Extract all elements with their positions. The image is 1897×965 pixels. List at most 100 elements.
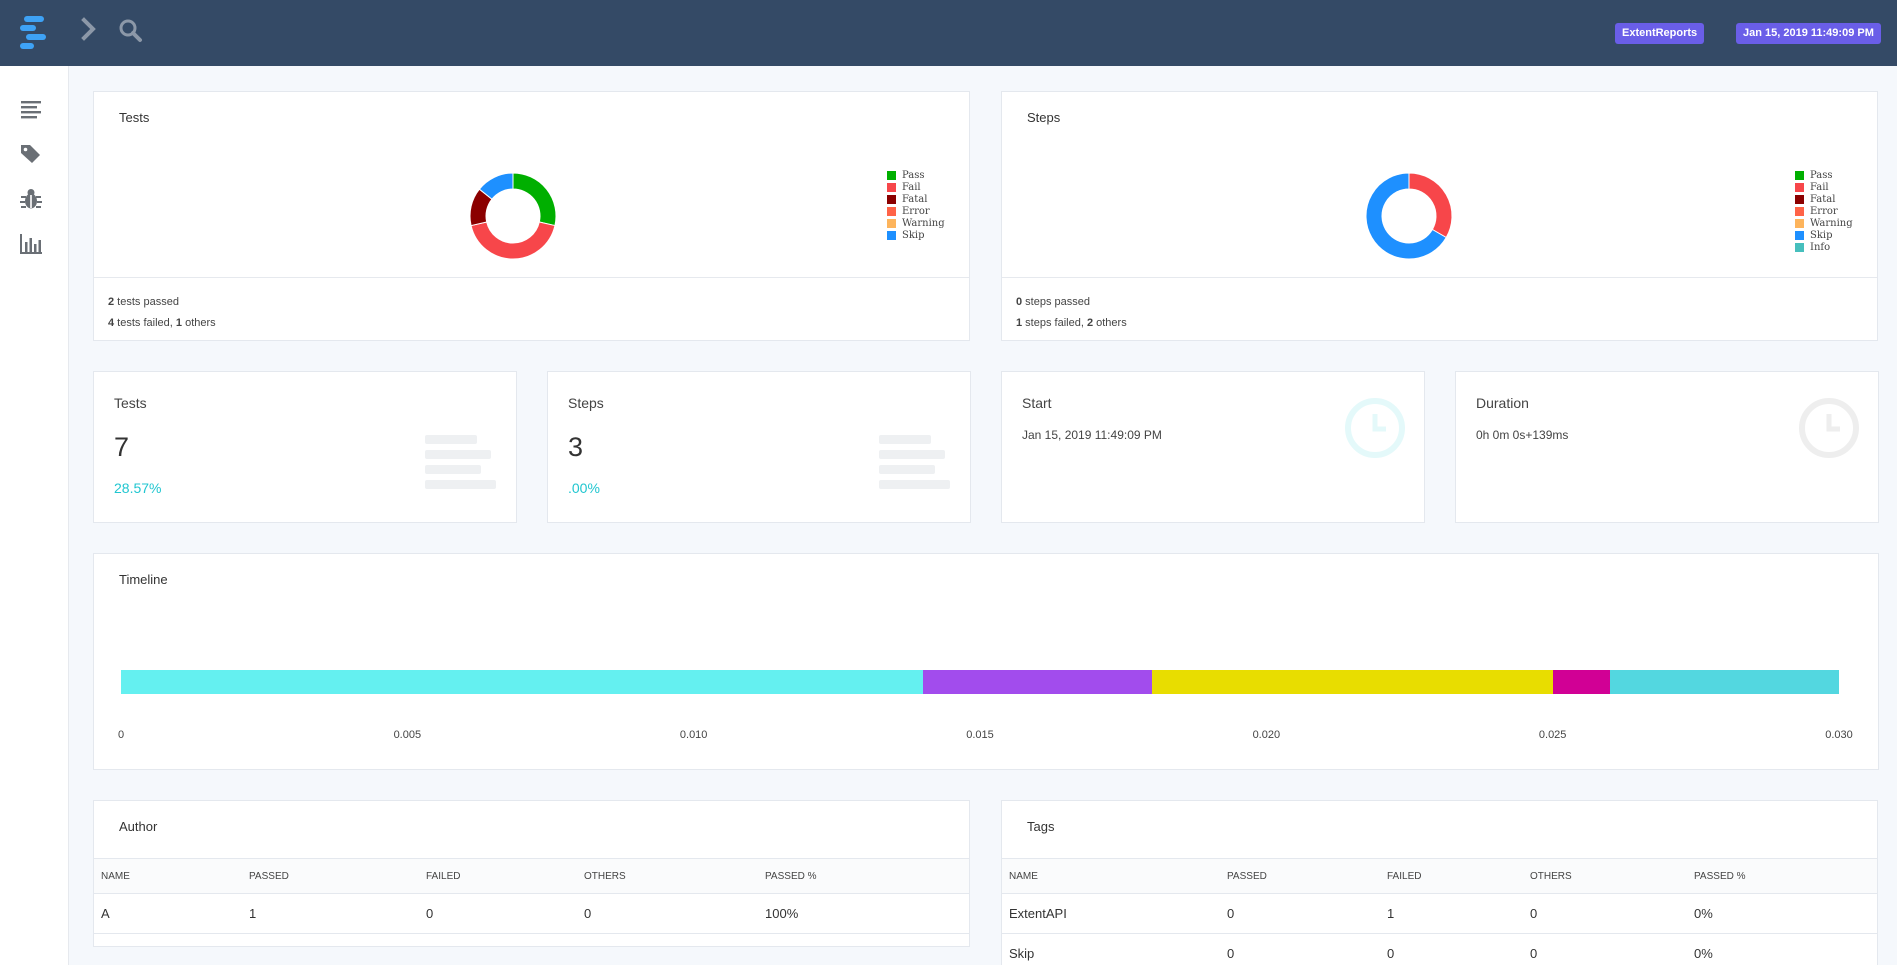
author-others-cell: 0 [577, 893, 758, 934]
donut-slice-skip[interactable] [478, 172, 514, 200]
legend-label: Info [1810, 241, 1831, 253]
steps-passed-line: 0 steps passed [1016, 292, 1863, 313]
timeline-tick-label: 0.015 [966, 729, 994, 741]
chevron-right-icon[interactable] [78, 17, 100, 41]
tests-passed-count: 2 [108, 296, 115, 308]
column-header[interactable]: OTHERS [577, 858, 758, 894]
legend-item-fatal: Fatal [887, 193, 945, 205]
steps-others-count: 2 [1086, 317, 1094, 329]
search-icon[interactable] [118, 18, 144, 44]
timeline-segment[interactable] [1151, 670, 1553, 694]
tests-donut-chart [469, 172, 557, 260]
table-row[interactable]: A 1 0 0 100% [94, 893, 969, 934]
legend-swatch [1795, 182, 1804, 192]
steps-passed-count: 0 [1016, 296, 1023, 308]
timeline-segment[interactable] [121, 670, 923, 694]
legend-item-fail: Fail [887, 181, 945, 193]
tag-others-cell: 0 [1523, 893, 1687, 934]
legend-label: Pass [1810, 169, 1833, 181]
tests-summary: 2 tests passed 4 tests failed, 1 others [94, 277, 969, 348]
steps-failed-count: 1 [1016, 317, 1023, 329]
legend-item-skip: Skip [1795, 229, 1853, 241]
column-header[interactable]: PASSED % [1687, 858, 1877, 894]
tag-passed-pct-cell: 0% [1687, 933, 1877, 965]
steps-stat-label: Steps [568, 395, 604, 411]
start-stat-label: Start [1022, 395, 1052, 411]
donut-slice-pass[interactable] [512, 172, 557, 227]
column-header[interactable]: PASSED [242, 858, 419, 894]
author-table: NAME PASSED FAILED OTHERS PASSED % A 1 0… [94, 858, 969, 934]
legend-item-info: Info [1795, 241, 1853, 253]
duration-stat-value: 0h 0m 0s+139ms [1476, 428, 1569, 442]
tag-passed-pct-cell: 0% [1687, 893, 1877, 934]
legend-item-pass: Pass [1795, 169, 1853, 181]
start-stat-value: Jan 15, 2019 11:49:09 PM [1022, 428, 1162, 442]
list-icon[interactable] [19, 97, 43, 121]
steps-donut-chart [1365, 172, 1453, 260]
timeline-tick-label: 0.030 [1825, 729, 1853, 741]
tag-icon[interactable] [19, 142, 43, 166]
legend-item-warning: Warning [1795, 217, 1853, 229]
timeline-segment[interactable] [1552, 670, 1610, 694]
legend-item-pass: Pass [887, 169, 945, 181]
column-header[interactable]: NAME [1002, 858, 1220, 894]
tag-failed-cell: 1 [1380, 893, 1523, 934]
timeline-tick-label: 0.020 [1252, 729, 1281, 741]
column-header[interactable]: OTHERS [1523, 858, 1687, 894]
column-header[interactable]: NAME [94, 858, 242, 894]
legend-label: Warning [902, 217, 945, 229]
column-header[interactable]: PASSED % [758, 858, 969, 894]
brand-badge: ExtentReports [1615, 23, 1705, 44]
steps-failed-line: 1 steps failed, 2 others [1016, 313, 1863, 334]
legend-label: Skip [902, 229, 925, 241]
column-header[interactable]: PASSED [1220, 858, 1380, 894]
top-navbar: ExtentReports Jan 15, 2019 11:49:09 PM [0, 0, 1897, 66]
donut-slice-fail[interactable] [1408, 172, 1453, 239]
tag-failed-cell: 0 [1380, 933, 1523, 965]
column-header[interactable]: FAILED [419, 858, 577, 894]
bar-chart-icon[interactable] [19, 232, 43, 256]
legend-swatch [887, 218, 896, 228]
legend-label: Fail [902, 181, 921, 193]
tests-others-text: others [182, 317, 216, 329]
legend-swatch [1795, 242, 1804, 252]
duration-stat-card: Duration 0h 0m 0s+139ms [1455, 371, 1879, 523]
legend-swatch [1795, 218, 1804, 228]
tests-failed-line: 4 tests failed, 1 others [108, 313, 955, 334]
donut-slice-skip[interactable] [1365, 172, 1447, 260]
legend-swatch [1795, 230, 1804, 240]
tag-name-cell: Skip [1002, 933, 1220, 965]
steps-chart-legend: Pass Fail Fatal Error Warning Skip Info [1795, 169, 1853, 253]
legend-swatch [887, 170, 896, 180]
legend-label: Fatal [902, 193, 928, 205]
tests-failed-count: 4 [108, 317, 115, 329]
author-card: Author NAME PASSED FAILED OTHERS PASSED … [93, 800, 970, 947]
legend-swatch [887, 182, 896, 192]
legend-item-fail: Fail [1795, 181, 1853, 193]
tests-stat-label: Tests [114, 395, 147, 411]
bug-icon[interactable] [19, 187, 43, 211]
timeline-segment[interactable] [922, 670, 1152, 694]
legend-label: Error [902, 205, 930, 217]
legend-label: Warning [1810, 217, 1853, 229]
side-navigation [0, 66, 69, 965]
timeline-segment[interactable] [1609, 670, 1839, 694]
tests-chart-card: Tests Pass Fail Fatal Error Warning Skip… [93, 91, 970, 341]
column-header[interactable]: FAILED [1380, 858, 1523, 894]
legend-swatch [1795, 194, 1804, 204]
tests-failed-text: tests failed, [114, 317, 176, 329]
legend-item-error: Error [887, 205, 945, 217]
table-row[interactable]: ExtentAPI 0 1 0 0% [1002, 893, 1877, 934]
legend-item-error: Error [1795, 205, 1853, 217]
author-title: Author [119, 819, 158, 834]
legend-item-warning: Warning [887, 217, 945, 229]
table-row[interactable]: Skip 0 0 0 0% [1002, 933, 1877, 965]
logo-icon[interactable] [20, 16, 48, 52]
donut-slice-fail[interactable] [470, 221, 556, 260]
table-header-row: NAME PASSED FAILED OTHERS PASSED % [94, 858, 969, 894]
tags-card: Tags NAME PASSED FAILED OTHERS PASSED % … [1001, 800, 1878, 965]
tests-chart-title: Tests [119, 110, 150, 125]
tests-stat-pct: 28.57% [114, 480, 162, 496]
tag-name-cell: ExtentAPI [1002, 893, 1220, 934]
tests-stat-value: 7 [114, 432, 130, 462]
